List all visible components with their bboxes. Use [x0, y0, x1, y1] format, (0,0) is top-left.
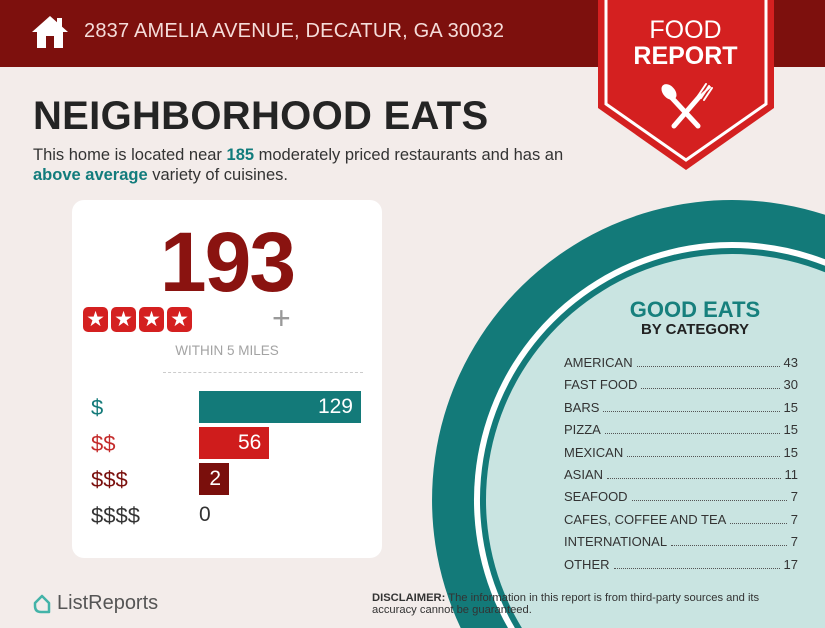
- listreports-logo-icon: [33, 594, 51, 613]
- home-icon: [32, 16, 68, 48]
- plus-sign: +: [272, 300, 291, 336]
- category-count: 43: [783, 355, 798, 370]
- category-count: 15: [783, 444, 798, 460]
- category-name: INTERNATIONAL: [564, 534, 668, 550]
- category-count: 7: [790, 511, 798, 527]
- address: 2837 AMELIA AVENUE, DECATUR, GA 30032: [84, 20, 505, 42]
- leader-dots: [671, 545, 787, 547]
- category-row: SEAFOOD 7: [564, 489, 798, 504]
- category-name: CAFES, COFFEE AND TEA: [564, 511, 727, 527]
- category-count: 17: [783, 556, 798, 572]
- category-row: MEXICAN 15: [564, 445, 798, 460]
- leader-dots: [636, 366, 780, 367]
- category-name: PIZZA: [564, 422, 601, 438]
- category-row: CAFES, COFFEE AND TEA 7: [564, 512, 798, 527]
- price-tier-row: $$$ 2: [91, 463, 381, 495]
- category-row: PIZZA 15: [564, 422, 798, 437]
- category-name: MEXICAN: [564, 444, 624, 460]
- category-count: 7: [790, 489, 798, 505]
- variety-rating: above average: [33, 166, 148, 184]
- category-name: SEAFOOD: [564, 489, 628, 505]
- price-tier-row: $$$$ 0: [91, 499, 381, 531]
- category-name: BARS: [564, 399, 600, 415]
- disclaimer: DISCLAIMER: The information in this repo…: [372, 592, 760, 616]
- price-tier-label: $: [91, 395, 104, 420]
- badge-line-1: FOOD: [649, 16, 722, 44]
- category-row: FAST FOOD 30: [564, 377, 798, 392]
- category-name: ASIAN: [564, 467, 604, 482]
- summary-card: 193: [72, 200, 382, 558]
- star-icon: ★: [167, 307, 192, 332]
- radius-label: WITHIN 5 MILES: [175, 343, 279, 358]
- category-count: 11: [784, 467, 799, 482]
- badge-line-2: REPORT: [633, 42, 738, 70]
- divider: [163, 372, 363, 373]
- price-tier-row: $129: [91, 391, 381, 423]
- intro-text: This home is located near 185 moderately…: [33, 146, 564, 184]
- star-icon: ★: [83, 307, 108, 332]
- total-restaurants: 193: [159, 215, 296, 309]
- price-tier-bar: 2: [199, 463, 229, 495]
- price-tier-bar: 56: [199, 427, 270, 459]
- star-icon: ★: [139, 307, 164, 332]
- brand-name: ListReports: [57, 592, 159, 614]
- category-count: 15: [783, 399, 798, 415]
- price-tier-label: $$: [91, 431, 116, 456]
- page-title: NEIGHBORHOOD EATS: [33, 94, 489, 138]
- price-tier-bar: 129: [199, 391, 361, 423]
- category-name: OTHER: [564, 556, 610, 572]
- price-tier-row: $$ 56: [91, 427, 381, 459]
- category-count: 15: [783, 422, 798, 438]
- good-eats-title: GOOD EATS: [629, 297, 761, 322]
- star-icon: ★: [111, 307, 136, 332]
- price-tier-value: 0: [199, 503, 211, 526]
- category-count: 7: [790, 534, 798, 550]
- food-report-label: FOOD REPORT: [598, 17, 773, 69]
- food-report-badge: [598, 0, 774, 170]
- category-name: FAST FOOD: [564, 377, 638, 393]
- leader-dots: [641, 388, 780, 390]
- leader-dots: [627, 455, 780, 457]
- category-name: AMERICAN: [564, 355, 633, 370]
- category-row: BARS 15: [564, 400, 798, 415]
- leader-dots: [613, 567, 780, 569]
- leader-dots: [631, 500, 787, 502]
- leader-dots: [603, 410, 780, 412]
- leader-dots: [730, 522, 787, 524]
- leader-dots: [604, 433, 780, 435]
- category-count: 30: [783, 377, 798, 393]
- price-tier-label: $$$: [91, 467, 128, 492]
- good-eats-subtitle: BY CATEGORY: [640, 321, 750, 338]
- leader-dots: [607, 478, 781, 479]
- category-row: INTERNATIONAL 7: [564, 534, 798, 549]
- category-row: OTHER 17: [564, 557, 798, 572]
- star-rating: ★ ★ ★ ★: [83, 307, 192, 332]
- category-row: ASIAN 11: [564, 467, 798, 482]
- restaurant-count: 185: [226, 146, 255, 164]
- spoon-fork-icon: [661, 83, 713, 129]
- listreports-logo: ListReports: [32, 592, 158, 615]
- price-tier-label: $$$$: [91, 503, 140, 528]
- category-row: AMERICAN 43: [564, 355, 798, 370]
